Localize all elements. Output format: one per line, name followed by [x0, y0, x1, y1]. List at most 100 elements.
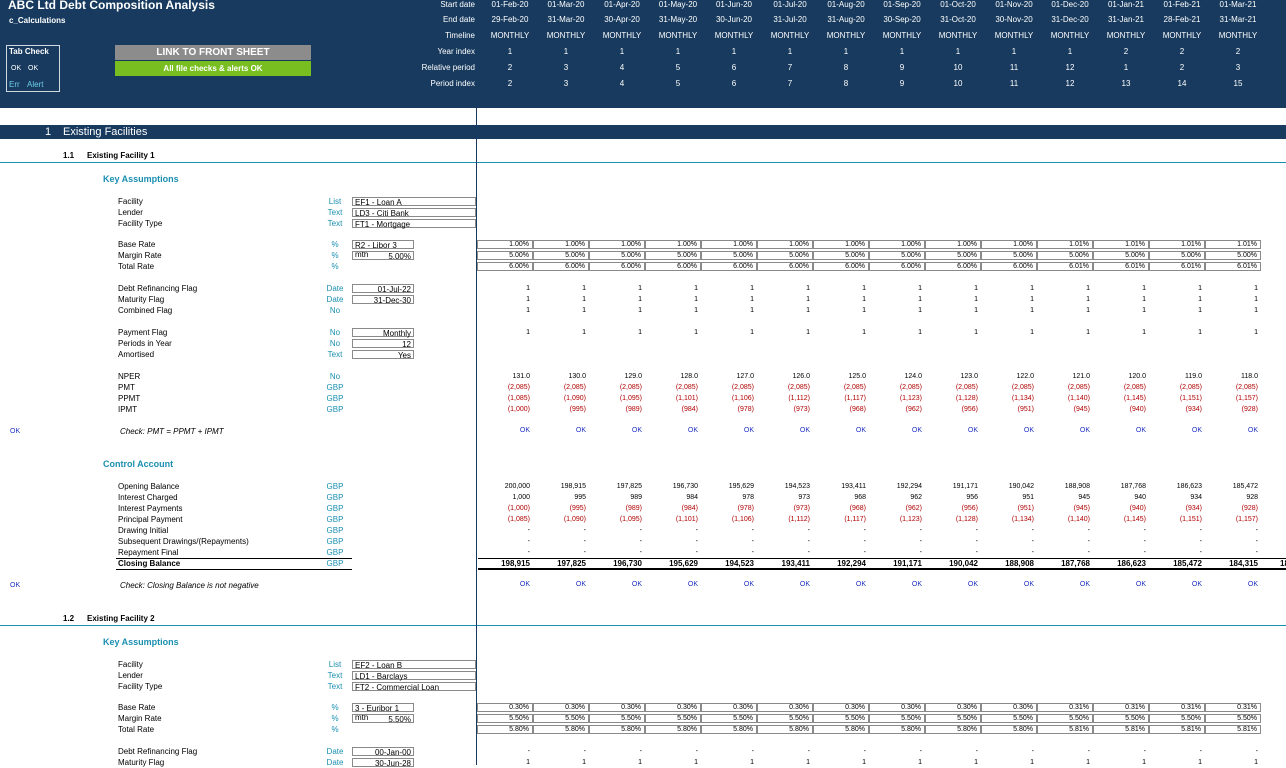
input-field[interactable]: LD1 - Barclays — [352, 671, 476, 681]
rate-cell: 5.00% — [981, 251, 1037, 260]
value-cell: (1,085) — [507, 516, 530, 523]
value-cell: 1 — [582, 285, 586, 292]
input-field[interactable]: Yes — [352, 350, 414, 360]
value-cell: (2,085) — [787, 384, 810, 391]
value-cell: 121.0 — [1072, 373, 1090, 380]
value-cell: 962 — [910, 494, 922, 501]
value-cell: - — [583, 527, 586, 534]
input-field[interactable]: FT2 - Commercial Loan — [352, 682, 476, 692]
input-field[interactable]: 31-Dec-30 — [352, 295, 414, 305]
row-unit: List — [328, 660, 342, 669]
check-ok-cell: OK — [855, 427, 866, 434]
value-cell: - — [1087, 748, 1090, 755]
value-cell: (951) — [1017, 505, 1034, 512]
input-field[interactable]: 00-Jan-00 — [352, 747, 414, 757]
input-field[interactable]: Monthly — [352, 328, 414, 338]
timeline-cell: 2 — [1179, 47, 1185, 56]
value-cell: (1,085) — [507, 395, 530, 402]
value-cell: (2,085) — [619, 384, 642, 391]
value-cell: - — [583, 538, 586, 545]
value-cell: - — [639, 538, 642, 545]
value-cell: 1 — [806, 296, 810, 303]
value-cell: (1,157) — [1235, 516, 1258, 523]
value-cell: - — [1031, 748, 1034, 755]
input-field[interactable]: LD3 - Citi Bank — [352, 208, 476, 218]
value-cell: 1 — [1030, 285, 1034, 292]
rate-cell: 5.00% — [477, 251, 533, 260]
value-cell: 192,294 — [896, 483, 922, 490]
timeline-row-label: Period index — [430, 79, 475, 88]
value-cell: - — [1255, 538, 1258, 545]
rate-cell: 6.01% — [1093, 262, 1149, 271]
facility2-divider — [0, 625, 1286, 626]
value-cell: 120.0 — [1128, 373, 1146, 380]
value-cell: 122.0 — [1016, 373, 1034, 380]
input-field[interactable]: EF1 - Loan A — [352, 197, 476, 207]
value-cell: (1,134) — [1011, 516, 1034, 523]
value-cell: 1 — [1198, 329, 1202, 336]
tab-check-ok-2: OK — [28, 65, 39, 72]
value-cell: 1 — [1254, 307, 1258, 314]
rate-cell: 5.50% — [645, 714, 701, 723]
value-cell: 1 — [974, 759, 978, 766]
value-cell: 185,472 — [1232, 483, 1258, 490]
rate-cell: 5.50% — [757, 714, 813, 723]
row-label: Facility Type — [118, 682, 163, 691]
value-cell: - — [751, 549, 754, 556]
row-unit: % — [331, 703, 339, 712]
value-cell: 200,000 — [504, 483, 530, 490]
value-cell: 1 — [526, 285, 530, 292]
value-cell: 188,908 — [1064, 483, 1090, 490]
check-label: Check: Closing Balance is not negative — [120, 581, 259, 590]
value-cell: (2,085) — [507, 384, 530, 391]
value-cell: 934 — [1190, 494, 1202, 501]
timeline-cell: MONTHLY — [826, 31, 866, 40]
value-cell: (1,117) — [844, 395, 866, 402]
input-field[interactable]: 12 — [352, 339, 414, 349]
value-cell: (1,157) — [1235, 395, 1258, 402]
value-cell: (2,085) — [1179, 384, 1202, 391]
facility1-divider — [0, 162, 1286, 163]
value-cell: (956) — [961, 406, 978, 413]
input-field[interactable]: 01-Jul-22 — [352, 284, 414, 294]
input-field[interactable]: 5.50% — [352, 714, 414, 724]
rate-cell: 5.81% — [1093, 725, 1149, 734]
value-cell: 193,411 — [841, 483, 866, 490]
value-cell: (973) — [793, 505, 810, 512]
timeline-cell: 1 — [507, 47, 513, 56]
value-cell: 995 — [574, 494, 586, 501]
value-cell: 1 — [1254, 329, 1258, 336]
input-field[interactable]: 30-Jun-28 — [352, 758, 414, 768]
value-cell: (1,095) — [619, 516, 642, 523]
timeline-cell: 31-May-20 — [658, 15, 698, 24]
rate-cell: 0.30% — [477, 703, 533, 712]
value-cell: (984) — [681, 505, 698, 512]
value-cell: (945) — [1073, 406, 1090, 413]
value-cell: 1 — [918, 759, 922, 766]
row-unit: % — [331, 725, 339, 734]
link-to-front-sheet-button[interactable]: LINK TO FRONT SHEET — [115, 45, 311, 60]
value-cell: - — [919, 748, 922, 755]
timeline-cell: MONTHLY — [938, 31, 978, 40]
input-field[interactable]: EF2 - Loan B — [352, 660, 476, 670]
input-field[interactable]: R2 - Libor 3 mth — [352, 240, 414, 259]
row-unit: GBP — [326, 405, 344, 414]
value-cell: (2,085) — [899, 384, 922, 391]
input-field[interactable]: 3 - Euribor 1 mth — [352, 703, 414, 722]
sheet-name: c_Calculations — [9, 16, 66, 25]
value-cell: - — [919, 527, 922, 534]
rate-cell: 5.00% — [1205, 251, 1261, 260]
value-cell: (1,128) — [955, 516, 978, 523]
timeline-cell: 13 — [1121, 79, 1131, 88]
closing-balance-cell: 193,411 — [781, 559, 810, 568]
closing-values-top-border — [478, 558, 1286, 559]
timeline-cell: 12 — [1065, 79, 1075, 88]
input-field[interactable]: FT1 - Mortgage — [352, 219, 476, 229]
rate-cell: 1.00% — [477, 240, 533, 249]
value-cell: 1 — [750, 307, 754, 314]
value-cell: 187,768 — [1120, 483, 1146, 490]
value-cell: 123.0 — [960, 373, 978, 380]
input-field[interactable]: 5.00% — [352, 251, 414, 261]
rate-cell: 6.00% — [701, 262, 757, 271]
value-cell: 127.0 — [736, 373, 754, 380]
